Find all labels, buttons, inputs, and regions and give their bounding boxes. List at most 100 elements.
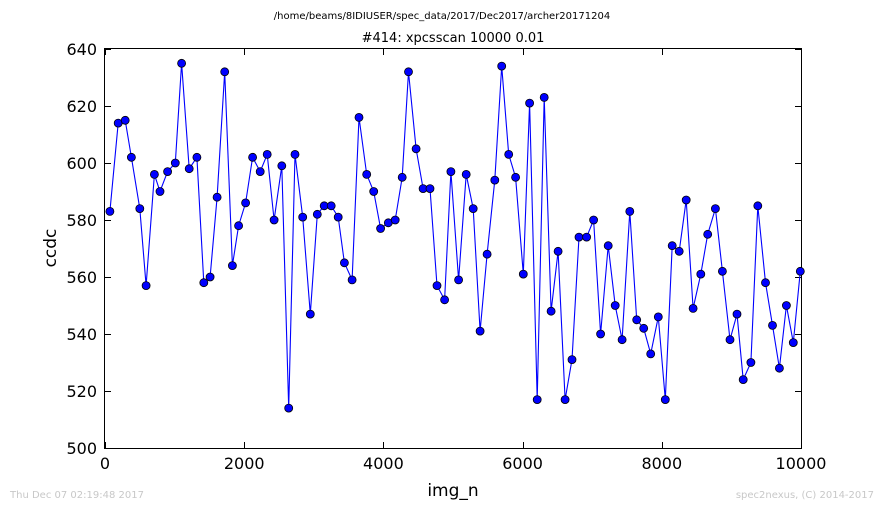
y-tick-label: 640 [66, 40, 97, 59]
data-point [511, 172, 520, 182]
data-point [539, 93, 549, 102]
data-point [546, 306, 556, 316]
data-point [525, 98, 534, 108]
data-point [120, 115, 130, 125]
x-axis-label: img_n [427, 481, 478, 501]
data-point [610, 301, 620, 310]
footer-credit: spec2nexus, (C) 2014-2017 [736, 490, 874, 501]
data-point [461, 169, 471, 179]
y-tick-label: 580 [66, 211, 97, 230]
data-point [326, 201, 336, 211]
data-point [290, 149, 300, 159]
data-point [688, 303, 698, 313]
data-point [504, 149, 514, 159]
data-point [768, 320, 777, 330]
data-point [234, 221, 244, 231]
data-point [532, 395, 542, 405]
data-point [788, 338, 798, 348]
data-point [170, 158, 180, 168]
data-point [703, 229, 713, 239]
data-point [354, 113, 364, 122]
data-point [284, 403, 294, 413]
data-point [135, 204, 145, 214]
data-point [660, 395, 670, 405]
data-point [795, 266, 805, 276]
data-point [632, 315, 642, 325]
series-line [109, 63, 801, 409]
data-point [339, 258, 349, 268]
data-point [248, 152, 258, 162]
data-point [126, 152, 136, 162]
data-point [617, 335, 627, 345]
data-point [454, 275, 464, 285]
data-point [468, 204, 478, 214]
data-point [490, 175, 500, 185]
data-point [674, 246, 684, 256]
axis-ticks [105, 49, 802, 449]
axis-tick-labels: 0 2000 4000 6000 8000 10000 500 520 540 560 580 600… [66, 40, 826, 473]
data-point [681, 195, 691, 205]
data-point [738, 375, 748, 385]
x-tick-label: 6000 [502, 454, 543, 473]
series-points [105, 58, 805, 413]
data-point [184, 164, 194, 174]
x-tick-label: 10000 [776, 454, 827, 473]
data-point [404, 67, 413, 77]
data-point [732, 309, 742, 319]
data-point [227, 261, 237, 271]
data-point [241, 198, 251, 208]
data-point [446, 167, 456, 177]
data-point [347, 275, 357, 285]
data-point [567, 355, 577, 365]
data-point [589, 215, 598, 225]
data-point [518, 269, 528, 279]
data-point [369, 187, 379, 196]
data-point [775, 363, 784, 373]
y-axis-label: ccdc [41, 229, 61, 268]
data-point [192, 152, 202, 162]
data-point [376, 224, 386, 233]
data-point [475, 326, 485, 336]
data-point [397, 172, 407, 182]
plot-area [104, 48, 802, 449]
data-point [177, 58, 187, 68]
data-point [553, 246, 563, 256]
data-point [411, 144, 421, 154]
y-tick-label: 540 [66, 325, 97, 344]
y-tick-label: 520 [66, 382, 97, 401]
data-point [205, 272, 215, 282]
data-point [725, 335, 735, 345]
x-tick-label: 8000 [641, 454, 682, 473]
x-tick-label: 0 [100, 454, 110, 473]
data-point [432, 281, 442, 291]
data-point [711, 204, 720, 214]
data-point [362, 169, 372, 179]
path-title: /home/beams/8IDIUSER/spec_data/2017/Dec2… [274, 11, 610, 22]
data-point [155, 187, 165, 196]
data-point [761, 278, 770, 288]
data-point [298, 212, 308, 222]
data-point [696, 269, 706, 279]
data-point [440, 295, 450, 305]
y-tick-label: 560 [66, 268, 97, 287]
data-point [305, 309, 315, 319]
x-tick-label: 2000 [224, 454, 265, 473]
data-point [105, 206, 115, 216]
data-point [163, 167, 173, 177]
data-point [667, 241, 677, 251]
data-point [277, 161, 287, 171]
data-point [312, 209, 322, 219]
data-point [141, 281, 151, 291]
y-tick-label: 500 [66, 439, 97, 458]
data-point [333, 212, 343, 222]
data-point [482, 249, 492, 259]
data-point [746, 358, 756, 367]
data-point [220, 67, 230, 77]
data-point [639, 323, 649, 333]
data-point [718, 266, 727, 276]
data-point [390, 215, 400, 225]
data-point [582, 232, 591, 242]
data-point [149, 169, 159, 179]
data-point [425, 184, 435, 194]
